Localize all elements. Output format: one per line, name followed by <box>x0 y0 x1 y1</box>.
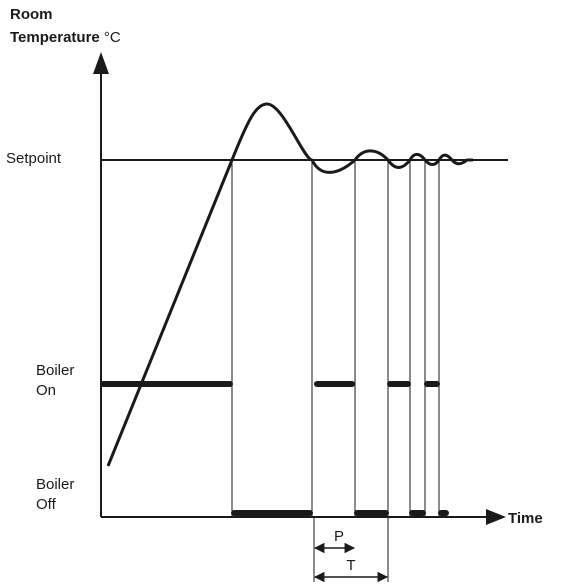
y-axis-arrowhead <box>93 52 109 74</box>
period-t-label: T <box>346 557 355 574</box>
temperature-curve <box>106 102 473 467</box>
y-axis-title-text: Temperature <box>10 29 100 46</box>
period-p-label: P <box>334 528 344 545</box>
boiler-on-label-line1: Boiler <box>36 362 75 379</box>
y-axis-title-unit: °C <box>99 29 121 46</box>
boiler-off-label-line2: Off <box>36 496 56 513</box>
x-axis-arrowhead <box>486 509 506 525</box>
switching-lines <box>231 160 440 582</box>
boiler-off-label-line1: Boiler <box>36 476 75 493</box>
x-axis-label: Time <box>508 510 543 527</box>
y-axis-title-line1: Room <box>10 6 53 23</box>
setpoint-label: Setpoint <box>6 150 62 167</box>
boiler-on-label-line2: On <box>36 382 57 399</box>
y-axis-title-line2: Temperature °C <box>10 29 121 47</box>
